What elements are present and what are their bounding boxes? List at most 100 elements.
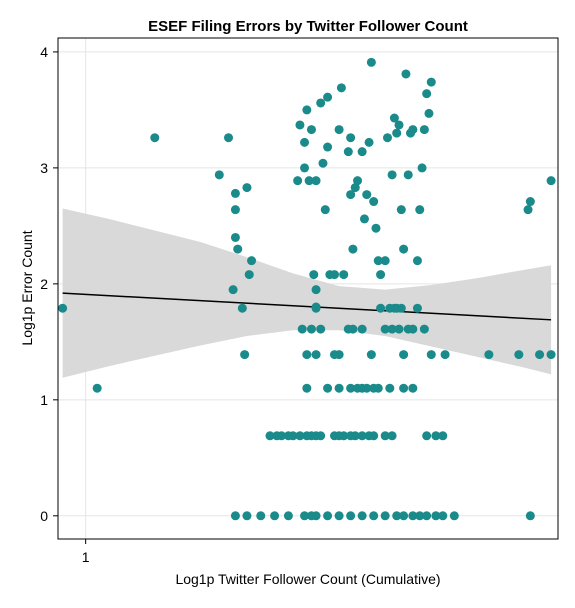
data-point [380,431,390,441]
regression-line [62,292,552,321]
data-point [431,511,441,521]
data-point [408,324,418,334]
data-point [230,511,240,521]
data-point [336,83,346,93]
x-tick-label: 1 [82,549,90,565]
data-point [316,431,326,441]
data-point [371,223,381,233]
data-point [408,125,418,135]
data-point [240,350,250,360]
data-point [348,244,358,254]
data-point [525,197,535,207]
data-point [387,324,397,334]
data-point [546,350,556,360]
data-point [295,431,305,441]
x-axis-label: Log1p Twitter Follower Count (Cumulative… [175,571,440,587]
data-point [422,511,432,521]
data-point [297,324,307,334]
data-point [419,324,429,334]
data-point [277,431,287,441]
data-point [392,511,402,521]
data-point [449,511,459,521]
data-point [311,350,321,360]
data-point [346,383,356,393]
confidence-band-area [62,208,552,378]
data-point [440,350,450,360]
data-point [376,303,386,313]
data-point [329,270,339,280]
data-point [380,324,390,334]
data-point [357,431,367,441]
data-point [546,176,556,186]
data-point [366,350,376,360]
data-point [265,431,275,441]
data-point [334,383,344,393]
data-point [399,350,409,360]
data-point [228,285,238,295]
y-tick-label: 2 [40,276,48,292]
data-point [417,163,427,173]
data-point [385,383,395,393]
data-point [438,511,448,521]
data-point [334,350,344,360]
data-point [389,113,399,123]
data-point [380,256,390,266]
data-point [426,350,436,360]
data-point [242,511,252,521]
data-point [394,324,404,334]
axis-ticks: 0 1 2 3 4 1 [40,44,90,565]
data-point [399,511,409,521]
y-axis-label: Log1p Error Count [19,230,35,345]
data-point [369,431,379,441]
data-point [387,170,397,180]
data-point [242,183,252,193]
data-point [422,431,432,441]
data-point [233,244,243,254]
data-point [426,77,436,87]
y-tick-label: 4 [40,44,48,60]
data-point [412,256,422,266]
data-point [270,511,280,521]
data-point [346,133,356,143]
plot-frame [57,37,559,540]
data-point [357,511,367,521]
data-point [302,350,312,360]
data-point [306,125,316,135]
confidence-band [62,208,552,378]
data-point [366,57,376,67]
data-point [535,350,545,360]
data-point [323,92,333,102]
data-point [304,176,314,186]
data-point [283,511,293,521]
data-point [247,256,257,266]
data-point [311,285,321,295]
data-point [311,511,321,521]
data-point [394,120,404,130]
data-point [302,383,312,393]
data-point [316,324,326,334]
data-point [373,256,383,266]
data-point [318,158,328,168]
data-point [58,303,68,313]
data-point [323,142,333,152]
data-point [350,183,360,193]
data-point [214,170,224,180]
data-point [230,205,240,215]
data-point [339,270,349,280]
data-point [346,190,356,200]
data-point [350,431,360,441]
data-point [408,383,418,393]
data-point [288,431,298,441]
data-point [300,137,310,147]
data-point [399,244,409,254]
data-point [438,431,448,441]
data-point [392,128,402,138]
data-point [362,383,372,393]
fit-line [62,292,552,321]
data-point [382,133,392,143]
data-point [396,303,406,313]
data-point [415,205,425,215]
data-point [300,511,310,521]
